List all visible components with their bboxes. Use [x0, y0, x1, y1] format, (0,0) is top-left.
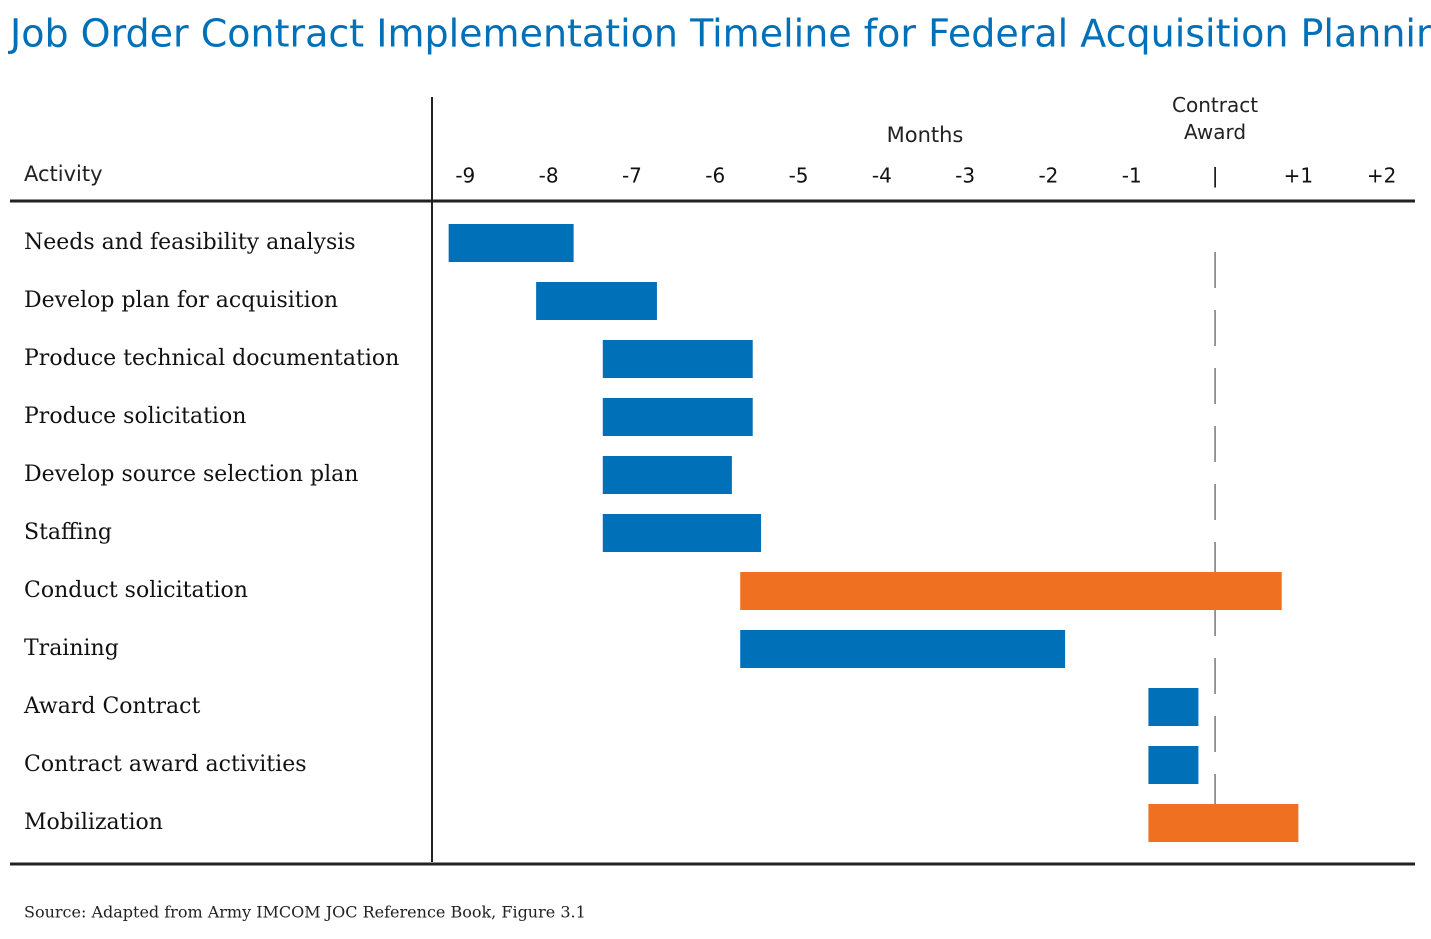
bar [1148, 804, 1299, 842]
y-tick-label: Develop source selection plan [24, 462, 358, 487]
x-tick-label: -2 [1038, 164, 1058, 188]
bar [602, 514, 762, 552]
y-tick-label: Mobilization [24, 810, 163, 835]
bar [602, 340, 753, 378]
x-tick-label: -7 [622, 164, 642, 188]
source-note: Source: Adapted from Army IMCOM JOC Refe… [24, 903, 586, 922]
x-tick-label: -5 [789, 164, 809, 188]
y-tick-label: Develop plan for acquisition [24, 288, 338, 313]
bar [1148, 688, 1199, 726]
y-tick-label: Produce solicitation [24, 404, 246, 429]
x-tick-label: -8 [539, 164, 559, 188]
y-tick-label: Training [24, 636, 119, 661]
bar [602, 456, 732, 494]
y-tick-label: Award Contract [23, 694, 200, 719]
x-tick-label: -4 [872, 164, 892, 188]
bar [740, 572, 1282, 610]
bar [448, 224, 574, 262]
bar [1148, 746, 1199, 784]
bar [740, 630, 1066, 668]
bar [602, 398, 753, 436]
y-tick-label: Conduct solicitation [24, 578, 248, 603]
bar [536, 282, 657, 320]
x-tick-label: +1 [1284, 164, 1313, 188]
x-tick-label: -6 [705, 164, 725, 188]
annotation: Contract Award [1172, 93, 1259, 144]
x-tick-label: | [1212, 164, 1219, 188]
x-tick-label: +2 [1367, 164, 1396, 188]
y-tick-label: Contract award activities [24, 752, 307, 777]
x-axis-label: Months [887, 123, 964, 147]
y-axis-header: Activity [24, 162, 103, 186]
y-tick-label: Produce technical documentation [24, 346, 399, 371]
x-tick-label: -3 [955, 164, 975, 188]
chart-title: Job Order Contract Implementation Timeli… [8, 12, 1431, 56]
y-tick-label: Staffing [24, 520, 112, 545]
y-tick-label: Needs and feasibility analysis [24, 230, 356, 255]
x-tick-label: -9 [455, 164, 475, 188]
x-tick-label: -1 [1122, 164, 1142, 188]
